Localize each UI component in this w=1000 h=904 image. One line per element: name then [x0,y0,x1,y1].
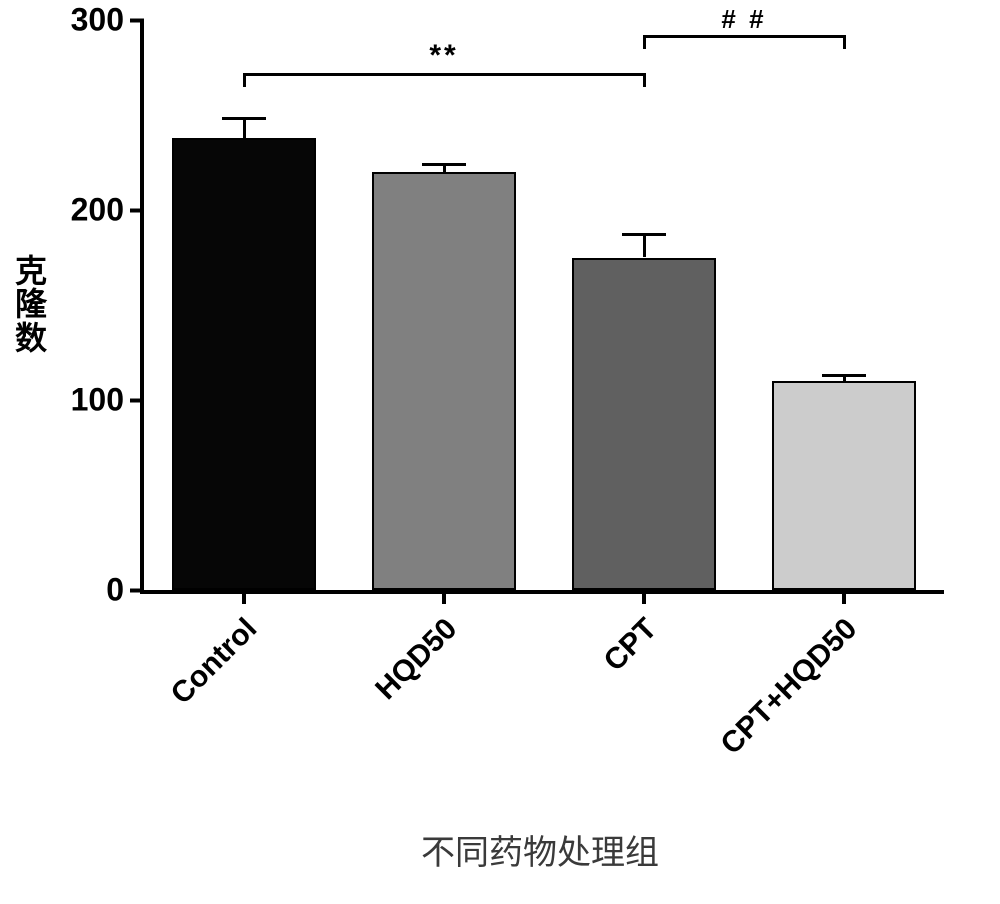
x-tick-mark [842,590,846,604]
y-tick-label: 100 [71,382,124,419]
y-tick-mark [130,208,144,212]
bar [172,138,316,590]
error-bar-cap [222,117,265,120]
x-tick-label: Control [165,612,264,711]
significance-bar [644,35,844,38]
significance-label: ** [429,39,458,73]
x-tick-mark [642,590,646,604]
significance-label: # # [721,4,766,35]
plot-area: 0100200300**# # [140,20,944,594]
x-tick-label: CPT [598,612,664,678]
x-axis-title: 不同药物处理组 [140,825,940,874]
y-tick-mark [130,588,144,592]
bar [772,381,916,590]
y-axis-title: 克隆数 [12,255,50,356]
x-tick-mark [442,590,446,604]
x-tick-label: HQD50 [369,612,464,707]
y-tick-mark [130,18,144,22]
y-tick-label: 200 [71,192,124,229]
error-bar-cap [622,233,665,236]
y-tick: 100 [71,382,144,419]
bar [372,172,516,590]
bar [572,258,716,591]
y-tick: 0 [106,572,144,609]
error-bar-cap [422,163,465,166]
y-tick: 300 [71,2,144,39]
error-bar-stem [243,119,246,138]
y-tick-label: 300 [71,2,124,39]
y-tick: 200 [71,192,144,229]
y-tick-label: 0 [106,572,124,609]
x-tick-mark [242,590,246,604]
significance-bar-drop [843,35,846,49]
significance-bar [244,73,644,76]
error-bar-stem [643,235,646,258]
significance-bar-drop [243,73,246,87]
y-tick-mark [130,398,144,402]
figure-root: 0100200300**# # 克隆数 不同药物处理组 ControlHQD50… [0,0,1000,904]
error-bar-cap [822,374,865,377]
x-tick-label: CPT+HQD50 [714,612,864,762]
significance-bar-drop [643,35,646,49]
significance-bar-drop [643,73,646,87]
